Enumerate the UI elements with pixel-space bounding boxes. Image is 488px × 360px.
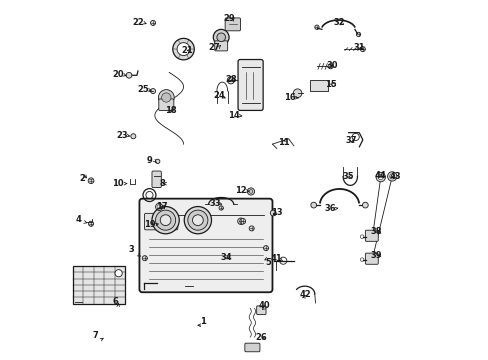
FancyBboxPatch shape [244,343,260,352]
Circle shape [160,215,171,226]
FancyBboxPatch shape [144,213,178,230]
Text: 36: 36 [324,204,336,213]
Circle shape [227,77,234,84]
Circle shape [237,218,244,225]
Circle shape [270,210,276,216]
Text: 21: 21 [181,46,193,55]
Text: 30: 30 [326,61,337,70]
Text: 9: 9 [146,156,152,165]
FancyBboxPatch shape [152,171,161,188]
Circle shape [219,206,223,210]
Circle shape [150,89,155,94]
Text: 40: 40 [258,301,269,310]
Circle shape [247,188,254,195]
Text: 43: 43 [388,172,400,181]
Text: 10: 10 [112,179,124,188]
Circle shape [192,215,203,226]
Text: 20: 20 [112,70,124,79]
Text: 28: 28 [224,75,236,84]
Text: 18: 18 [165,105,177,114]
Circle shape [162,93,171,102]
Circle shape [375,172,385,182]
Circle shape [362,202,367,208]
FancyBboxPatch shape [256,306,265,315]
Text: 42: 42 [299,290,311,299]
Circle shape [327,64,332,69]
Text: 25: 25 [137,85,149,94]
Circle shape [249,226,254,231]
FancyBboxPatch shape [238,59,263,111]
Circle shape [158,90,174,105]
Circle shape [263,246,268,251]
Circle shape [360,46,365,51]
Text: 26: 26 [255,333,267,342]
Text: 16: 16 [284,93,296,102]
Text: 1: 1 [200,317,206,326]
Text: 35: 35 [342,172,354,181]
Text: 27: 27 [208,43,220,52]
Circle shape [213,30,228,45]
Text: 44: 44 [373,171,385,180]
Circle shape [126,72,132,78]
Circle shape [155,210,175,230]
Circle shape [150,21,155,26]
Circle shape [378,175,383,180]
FancyBboxPatch shape [224,18,240,31]
Text: 8: 8 [159,179,164,188]
Circle shape [172,39,194,60]
Text: 38: 38 [370,228,382,237]
Text: 22: 22 [133,18,144,27]
Text: 31: 31 [353,43,365,52]
Bar [309,80,328,91]
Text: 2: 2 [80,174,85,183]
Text: 13: 13 [270,208,282,217]
Circle shape [115,270,122,277]
Text: 5: 5 [264,258,270,267]
Text: 37: 37 [345,136,356,145]
FancyBboxPatch shape [365,230,378,241]
Circle shape [356,32,360,37]
Text: 12: 12 [235,186,246,195]
Text: 3: 3 [128,246,134,255]
Circle shape [293,89,301,98]
Circle shape [142,256,147,261]
Circle shape [187,210,207,230]
FancyBboxPatch shape [214,41,227,51]
Text: 11: 11 [278,138,289,147]
Text: 7: 7 [93,332,99,341]
Circle shape [88,178,94,184]
Text: 34: 34 [220,253,232,262]
Text: 33: 33 [209,199,221,208]
Circle shape [314,25,319,30]
Circle shape [177,42,190,55]
Text: 39: 39 [370,251,382,260]
Text: 29: 29 [223,14,235,23]
Circle shape [155,159,160,163]
Text: 24: 24 [213,91,225,100]
Text: 23: 23 [116,131,127,140]
Text: 4: 4 [76,215,81,224]
Text: 17: 17 [156,202,167,211]
Circle shape [387,172,396,181]
Text: 19: 19 [144,220,156,229]
Text: 15: 15 [324,81,336,90]
Text: 41: 41 [270,255,282,264]
Text: 6: 6 [112,297,118,306]
Circle shape [88,221,93,226]
Text: 32: 32 [333,18,345,27]
FancyBboxPatch shape [159,99,174,111]
FancyBboxPatch shape [365,253,378,264]
Circle shape [310,202,316,208]
Bar [73,266,125,304]
Circle shape [152,207,179,234]
Circle shape [184,207,211,234]
Circle shape [217,33,225,41]
Circle shape [131,134,136,139]
FancyBboxPatch shape [139,199,272,292]
Circle shape [239,219,245,224]
Text: 14: 14 [227,111,239,120]
Circle shape [389,174,394,179]
